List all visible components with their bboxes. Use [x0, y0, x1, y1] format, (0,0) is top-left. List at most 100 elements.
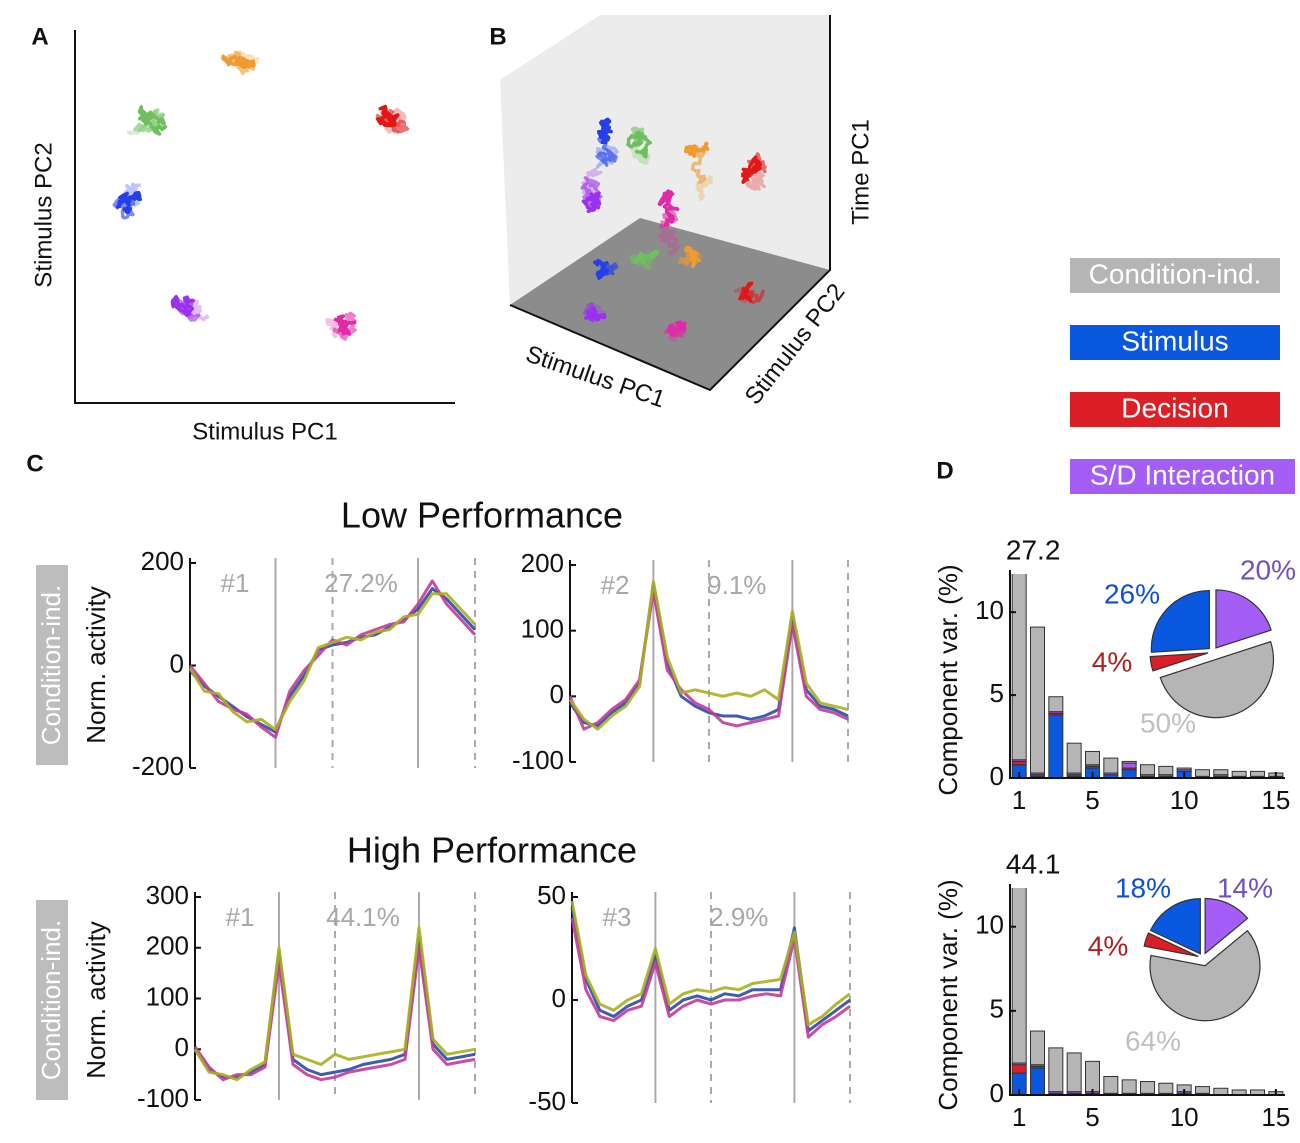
bar-segment — [1140, 764, 1155, 776]
x-tick-label: 5 — [1085, 1102, 1099, 1132]
pie-label: 4% — [1088, 930, 1128, 961]
side-label: Condition-ind. — [36, 920, 66, 1080]
trajectory — [626, 130, 653, 159]
y-axis-label: Norm. activity — [81, 586, 111, 743]
bar-segment — [1066, 742, 1082, 774]
trajectory — [738, 281, 754, 304]
legend-label: Condition-ind. — [1089, 258, 1262, 289]
bar-segment — [1213, 1087, 1229, 1096]
y-tick-label: -50 — [528, 1086, 566, 1116]
variance-label: 27.2% — [324, 568, 398, 598]
pie-slice — [1159, 640, 1274, 718]
bar-segment — [1250, 770, 1265, 777]
y-axis-label: Norm. activity — [81, 921, 111, 1078]
y-tick-label: 0 — [990, 1078, 1004, 1108]
trajectory — [384, 107, 407, 135]
x-tick-label: 5 — [1085, 785, 1099, 815]
bar-annotation: 44.1 — [1006, 848, 1061, 879]
pie-slice — [1150, 589, 1210, 653]
bar-segment — [1011, 888, 1027, 1064]
legend-label: Stimulus — [1121, 325, 1228, 356]
bars — [1011, 574, 1284, 779]
z-axis-label: Time PC1 — [847, 119, 874, 225]
x-tick-label: 1 — [1012, 1102, 1026, 1132]
series-line — [188, 592, 477, 732]
y-tick-label: 5 — [990, 994, 1004, 1024]
series-line — [568, 579, 849, 731]
pie-label: 4% — [1092, 646, 1132, 677]
variance-label: 9.1% — [707, 570, 766, 600]
y-tick-label: 0 — [170, 648, 184, 678]
y-tick-label: 200 — [141, 546, 184, 576]
bar-segment — [1158, 1082, 1174, 1094]
series-line — [193, 926, 476, 1082]
y-tick-label: 5 — [990, 678, 1004, 708]
y-tick-label: 300 — [146, 880, 189, 910]
y-tick-label: -200 — [132, 751, 184, 781]
series-line — [570, 900, 851, 1027]
bar-segment — [1121, 760, 1137, 764]
panel-letter: C — [26, 450, 43, 477]
legend-label: S/D Interaction — [1090, 459, 1275, 490]
y-tick-label: 0 — [552, 983, 566, 1013]
y-tick-label: 200 — [521, 548, 564, 578]
trajectory — [170, 294, 195, 317]
trajectory — [657, 189, 680, 227]
variance-label: 2.9% — [709, 902, 768, 932]
bar-segment — [1176, 767, 1192, 771]
bar-segment — [1066, 1052, 1082, 1093]
pie-label: 26% — [1104, 578, 1160, 609]
y-tick-label: 10 — [975, 595, 1004, 625]
section-title: High Performance — [347, 830, 637, 871]
y-tick-label: 10 — [975, 910, 1004, 940]
trajectory — [658, 221, 682, 256]
x-tick-label: 15 — [1261, 785, 1290, 815]
trajectory — [581, 191, 602, 214]
trajectory — [683, 141, 710, 159]
y-tick-label: 0 — [990, 761, 1004, 791]
variance-label: 44.1% — [326, 902, 400, 932]
trajectory — [333, 314, 357, 336]
bar-segment — [1011, 1064, 1027, 1074]
box-edge — [509, 15, 831, 392]
trajectory — [666, 320, 687, 337]
bar-segment — [1121, 769, 1137, 779]
bar-segment — [1048, 696, 1064, 713]
trajectory — [221, 54, 256, 70]
pie-label: 18% — [1115, 872, 1171, 903]
bar-segment — [1140, 1081, 1155, 1094]
x-tick-label: 1 — [1012, 785, 1026, 815]
pie-slice — [1215, 589, 1272, 649]
y-axis-label: Component var. (%) — [933, 879, 963, 1110]
side-label: Condition-ind. — [36, 585, 66, 745]
y-tick-label: -100 — [512, 745, 564, 775]
bars — [1011, 888, 1284, 1096]
side-label-box — [36, 900, 68, 1100]
y-axis-label: Stimulus PC2 — [30, 142, 57, 287]
bar-segment — [1030, 1030, 1045, 1066]
trajectory — [596, 117, 613, 144]
pie-slice — [1149, 652, 1209, 672]
trajectory — [375, 104, 400, 128]
bar-segment — [1121, 762, 1137, 769]
bar-segment — [1121, 1079, 1137, 1094]
trajectory — [632, 249, 660, 265]
legend-swatch — [1070, 392, 1280, 427]
bar-segment — [1048, 1047, 1064, 1093]
component-label: #1 — [226, 902, 255, 932]
y-tick-label: -100 — [137, 1083, 189, 1113]
bar-segment — [1195, 1086, 1210, 1094]
pie-label: 64% — [1125, 1025, 1181, 1056]
trajectory — [741, 155, 763, 184]
pie-label: 14% — [1217, 872, 1273, 903]
legend-swatch — [1070, 325, 1280, 360]
y-tick-label: 50 — [537, 880, 566, 910]
y-tick-label: 0 — [550, 679, 564, 709]
series-line — [568, 589, 849, 731]
pie-label: 20% — [1240, 554, 1296, 585]
trajectory — [683, 245, 701, 268]
bar-segment — [1158, 765, 1174, 776]
x-tick-label: 10 — [1170, 1102, 1199, 1132]
pie-slice — [1143, 932, 1199, 958]
